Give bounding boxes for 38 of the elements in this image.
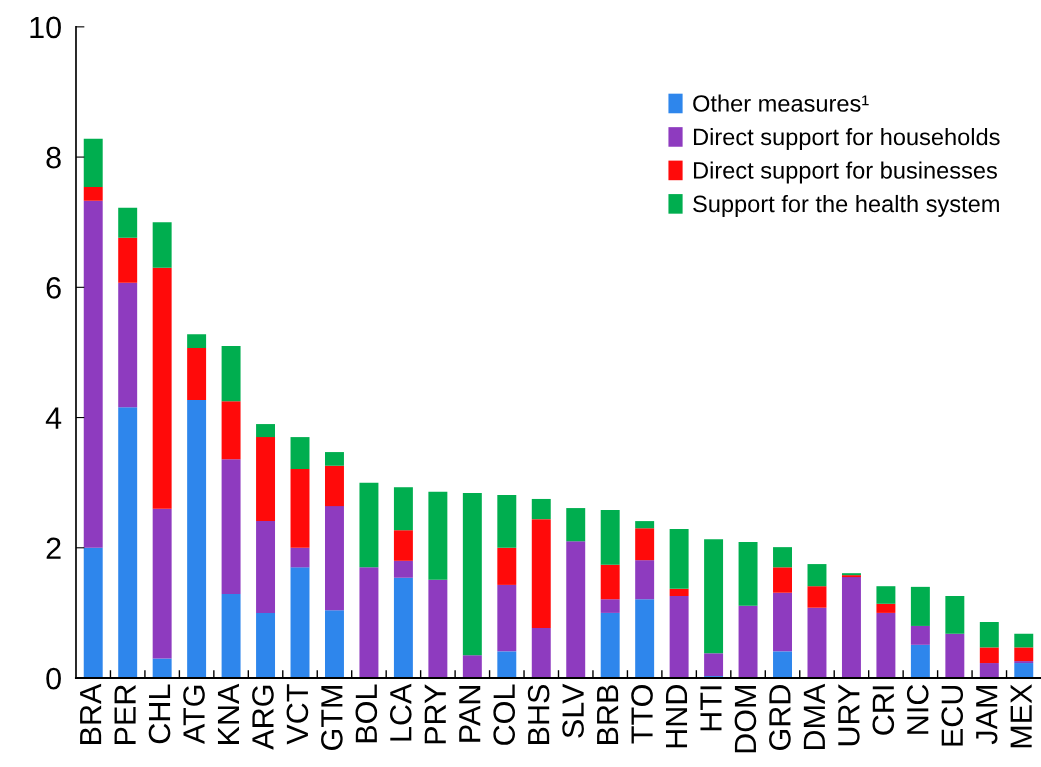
x-tick-label: CRI [872,686,895,735]
x-tick-label: SLV [562,683,584,738]
x-tick-label: BOL [355,684,378,743]
y-tick-label: 0 [46,667,61,690]
x-tick-label: BRB [597,685,619,744]
y-tick-label: 4 [45,407,62,429]
y-tick-label: 6 [46,277,61,299]
y-tick-label: 10 [30,16,61,39]
x-tick-label: KNA [217,683,239,744]
legend-label: Support for the health system [693,194,999,217]
x-tick-label: ATG [183,685,205,745]
legend-label: Direct support for businesses [693,161,997,184]
x-tick-label: TTO [631,685,653,744]
x-tick-label: MEX [1010,684,1032,748]
x-tick-label: HTI [700,686,722,731]
x-tick-label: GRD [769,685,791,750]
x-tick-label: PRY [424,684,446,744]
x-tick-label: CHL [148,684,171,744]
x-tick-label: NIC [906,684,929,734]
x-tick-label: HND [666,685,688,748]
x-tick-label: BHS [527,684,550,744]
x-tick-label: PER [114,685,136,744]
y-tick-label: 8 [46,146,61,169]
x-tick-label: VCT [286,684,309,745]
x-tick-label: COL [493,684,515,745]
x-tick-label: LCA [389,683,412,741]
x-tick-label: DOM [734,686,757,753]
x-tick-label: ARG [252,685,274,750]
x-tick-label: JAM [976,686,998,745]
x-tick-label: GTM [321,686,343,750]
y-tick-label: 2 [46,537,61,559]
x-tick-label: ECU [941,685,964,746]
x-tick-label: PAN [459,686,481,742]
x-tick-label: URY [838,684,860,746]
x-tick-label: BRA [80,683,102,744]
legend-label: Direct support for households [693,127,1000,150]
x-tick-label: DMA [803,683,825,749]
legend-label: Other measures¹ [693,94,869,112]
